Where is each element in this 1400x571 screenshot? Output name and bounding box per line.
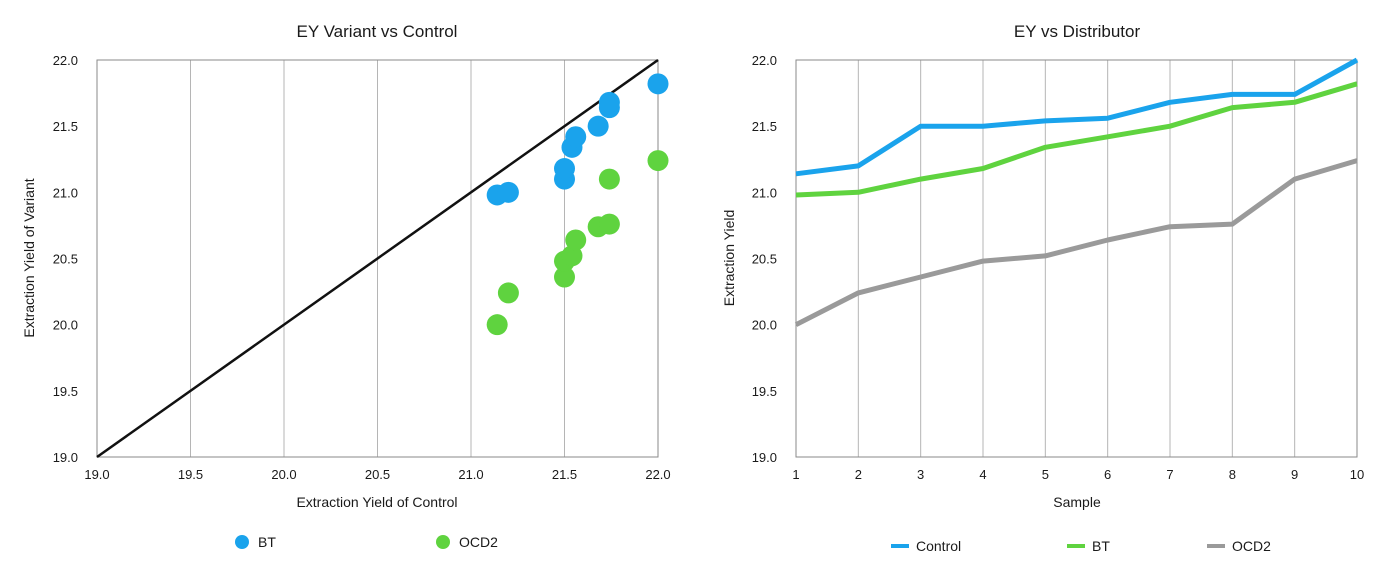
scatter-point-ocd2 bbox=[565, 229, 587, 251]
legend-label-control: Control bbox=[916, 538, 961, 554]
line-x-tick-label: 10 bbox=[1350, 467, 1364, 482]
scatter-point-ocd2 bbox=[598, 213, 620, 235]
scatter-data-points bbox=[486, 73, 669, 336]
scatter-point-ocd2 bbox=[561, 245, 583, 267]
scatter-x-tick-label: 21.5 bbox=[552, 467, 577, 482]
line-y-tick-label: 19.5 bbox=[752, 384, 777, 399]
line-x-tick-label: 1 bbox=[792, 467, 799, 482]
line-y-tick-label: 20.5 bbox=[752, 252, 777, 267]
line-chart-ey-vs-distributor: EY vs Distributor 1 2 3 4 5 6 7 8 9 10 19.0 19.5 20… bbox=[721, 22, 1364, 554]
line-x-tick-label: 4 bbox=[979, 467, 986, 482]
scatter-y-tick-label: 22.0 bbox=[53, 53, 78, 68]
scatter-x-tick-label: 20.0 bbox=[271, 467, 296, 482]
scatter-point-ocd2 bbox=[486, 314, 508, 336]
scatter-y-tick-label: 20.0 bbox=[53, 318, 78, 333]
line-y-tick-label: 19.0 bbox=[752, 450, 777, 465]
line-x-tick-label: 2 bbox=[855, 467, 862, 482]
scatter-y-axis-label: Extraction Yield of Variant bbox=[21, 178, 37, 337]
legend-marker-bt bbox=[235, 535, 249, 549]
scatter-chart-title: EY Variant vs Control bbox=[297, 22, 458, 41]
scatter-legend: BT OCD2 bbox=[235, 534, 498, 550]
line-x-tick-label: 6 bbox=[1104, 467, 1111, 482]
line-chart-title: EY vs Distributor bbox=[1014, 22, 1141, 41]
line-y-tick-labels: 19.0 19.5 20.0 20.5 21.0 21.5 22.0 bbox=[752, 53, 777, 465]
line-x-tick-label: 3 bbox=[917, 467, 924, 482]
scatter-identity-reference-line bbox=[96, 58, 659, 459]
scatter-x-tick-label: 19.5 bbox=[178, 467, 203, 482]
scatter-point-ocd2 bbox=[497, 282, 519, 304]
legend-label-ocd2: OCD2 bbox=[459, 534, 498, 550]
scatter-point-bt bbox=[565, 126, 587, 148]
scatter-y-tick-label: 21.5 bbox=[53, 119, 78, 134]
scatter-point-ocd2 bbox=[554, 266, 575, 288]
line-series-control bbox=[795, 57, 1359, 177]
line-y-tick-label: 20.0 bbox=[752, 318, 777, 333]
scatter-point-bt bbox=[587, 115, 609, 137]
line-legend: Control BT OCD2 bbox=[891, 538, 1271, 554]
scatter-plot-frame bbox=[96, 59, 659, 458]
line-plot-frame bbox=[795, 59, 1358, 458]
line-series-bt bbox=[795, 81, 1358, 198]
scatter-point-bt bbox=[598, 91, 620, 113]
line-x-tick-label: 9 bbox=[1291, 467, 1298, 482]
scatter-y-tick-labels: 19.0 19.5 20.0 20.5 21.0 21.5 22.0 bbox=[53, 53, 78, 465]
line-series bbox=[794, 57, 1359, 327]
legend-label-ocd2: OCD2 bbox=[1232, 538, 1271, 554]
scatter-x-tick-label: 19.0 bbox=[84, 467, 109, 482]
legend-marker-ocd2 bbox=[436, 535, 450, 549]
scatter-point-ocd2 bbox=[647, 150, 669, 172]
scatter-point-bt bbox=[554, 158, 575, 180]
scatter-y-tick-label: 19.5 bbox=[53, 384, 78, 399]
scatter-point-bt bbox=[497, 181, 519, 203]
scatter-x-axis-label: Extraction Yield of Control bbox=[296, 494, 457, 510]
scatter-chart-ey-variant-vs-control: EY Variant vs Control 19.0 19.5 20.0 20.5 21… bbox=[21, 22, 671, 550]
line-x-axis-label: Sample bbox=[1053, 494, 1101, 510]
scatter-y-tick-label: 19.0 bbox=[53, 450, 78, 465]
scatter-x-tick-labels: 19.0 19.5 20.0 20.5 21.0 21.5 22.0 bbox=[84, 467, 670, 482]
scatter-point-ocd2 bbox=[598, 168, 620, 190]
line-series-ocd2 bbox=[794, 158, 1358, 327]
line-x-tick-label: 5 bbox=[1042, 467, 1049, 482]
legend-label-bt: BT bbox=[1092, 538, 1110, 554]
line-x-tick-label: 7 bbox=[1166, 467, 1173, 482]
scatter-point-bt bbox=[647, 73, 669, 95]
scatter-x-tick-label: 20.5 bbox=[365, 467, 390, 482]
line-y-axis-label: Extraction Yield bbox=[721, 210, 737, 307]
line-x-tick-labels: 1 2 3 4 5 6 7 8 9 10 bbox=[792, 467, 1364, 482]
line-x-tick-label: 8 bbox=[1229, 467, 1236, 482]
line-y-tick-label: 21.5 bbox=[752, 119, 777, 134]
scatter-y-tick-label: 21.0 bbox=[53, 185, 78, 200]
scatter-y-tick-label: 20.5 bbox=[53, 252, 78, 267]
legend-label-bt: BT bbox=[258, 534, 276, 550]
line-y-tick-label: 22.0 bbox=[752, 53, 777, 68]
scatter-x-tick-label: 21.0 bbox=[458, 467, 483, 482]
scatter-x-tick-label: 22.0 bbox=[645, 467, 670, 482]
line-y-tick-label: 21.0 bbox=[752, 185, 777, 200]
